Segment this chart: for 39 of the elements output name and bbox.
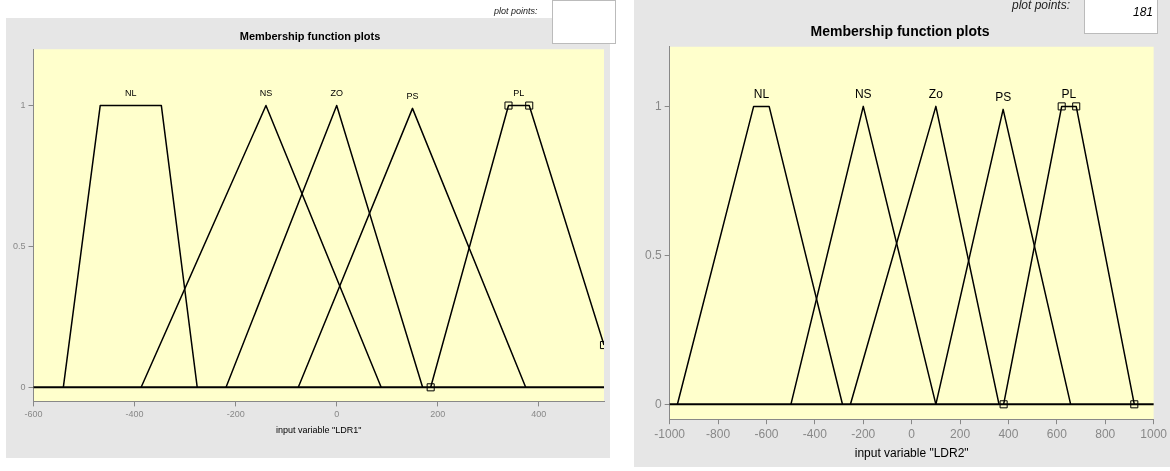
x-tick-label: -600: [24, 409, 43, 420]
x-tick-label: 200: [430, 409, 446, 420]
series-label: NS: [259, 88, 273, 99]
x-tick-label: 600: [1046, 426, 1068, 441]
y-tick-label: 0.5: [644, 247, 662, 262]
x-tick-label: -400: [125, 409, 144, 420]
text-field: 181: [1084, 0, 1158, 34]
x-axis-title: input variable "LDR1": [276, 425, 362, 436]
x-tick-label: 0: [908, 426, 916, 441]
x-tick-label: 1000: [1140, 426, 1168, 441]
series-label: PL: [513, 88, 525, 99]
y-tick-label: 0.5: [13, 240, 26, 251]
x-tick-label: -800: [706, 426, 731, 441]
x-tick-label: -1000: [654, 426, 686, 441]
series-label: Zo: [928, 86, 944, 101]
x-tick-label: 400: [531, 409, 547, 420]
series-label: PS: [406, 90, 419, 101]
series-label: NS: [854, 86, 872, 101]
y-tick-label: 0: [20, 381, 26, 392]
x-axis-title: input variable "LDR2": [854, 446, 969, 461]
y-tick-label: 1: [20, 100, 26, 111]
series-label: NL: [753, 86, 770, 101]
x-tick-label: 400: [998, 426, 1019, 441]
text: plot points:: [1012, 0, 1071, 12]
x-tick-label: -200: [226, 409, 245, 420]
series-label: ZO: [330, 88, 343, 99]
x-tick-label: 200: [950, 426, 971, 441]
text: plot points:: [494, 6, 538, 16]
x-tick-label: -400: [802, 426, 828, 441]
series-label: PS: [995, 89, 1012, 104]
chart-title: Membership function plots: [239, 29, 381, 42]
chart-title: Membership function plots: [810, 23, 990, 40]
series-label: PL: [1061, 86, 1077, 101]
x-tick-label: -200: [851, 426, 876, 441]
y-tick-label: 1: [654, 98, 662, 113]
series-label: NL: [125, 88, 137, 99]
x-tick-label: 800: [1095, 426, 1116, 441]
x-tick-label: -600: [754, 426, 779, 441]
x-tick-label: 0: [334, 409, 340, 420]
